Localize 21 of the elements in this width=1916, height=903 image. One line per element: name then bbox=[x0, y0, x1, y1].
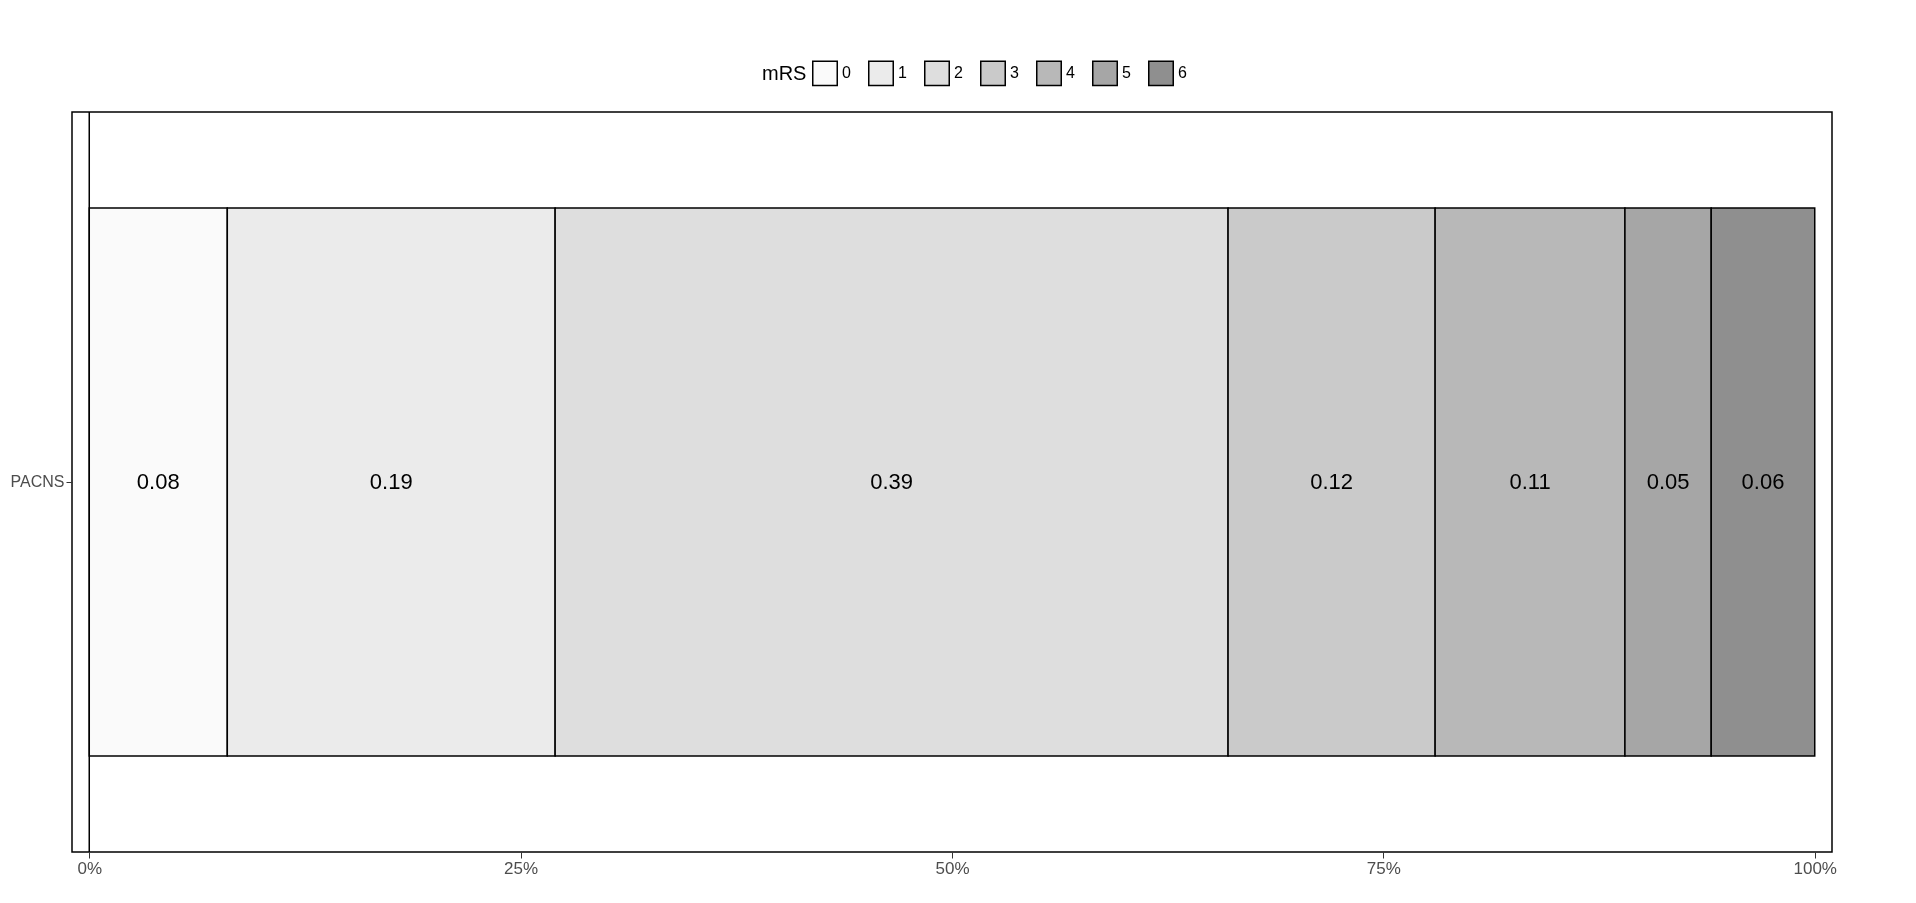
legend-label: 5 bbox=[1122, 64, 1131, 82]
y-tick-label: PACNS bbox=[10, 473, 65, 490]
legend-label: 2 bbox=[954, 64, 963, 82]
x-tick-label: 25% bbox=[504, 858, 539, 878]
legend-label: 1 bbox=[898, 64, 907, 82]
x-tick-label: 50% bbox=[935, 858, 970, 878]
x-tick-label: 75% bbox=[1366, 858, 1401, 878]
data-label: 0.06 bbox=[1741, 469, 1785, 494]
data-label: 0.19 bbox=[369, 469, 413, 494]
data-label: 0.39 bbox=[870, 469, 914, 494]
x-tick-label: 0% bbox=[77, 858, 103, 878]
x-tick-label: 100% bbox=[1793, 858, 1837, 878]
data-label: 0.05 bbox=[1646, 469, 1690, 494]
legend-label: 4 bbox=[1066, 64, 1075, 82]
data-label: 0.12 bbox=[1310, 469, 1354, 494]
data-label: 0.11 bbox=[1509, 469, 1551, 494]
data-label: 0.08 bbox=[136, 469, 180, 494]
legend-label: 0 bbox=[842, 64, 851, 82]
legend-title: mRS bbox=[762, 62, 807, 84]
legend-label: 6 bbox=[1178, 64, 1187, 82]
legend-label: 3 bbox=[1010, 64, 1019, 82]
